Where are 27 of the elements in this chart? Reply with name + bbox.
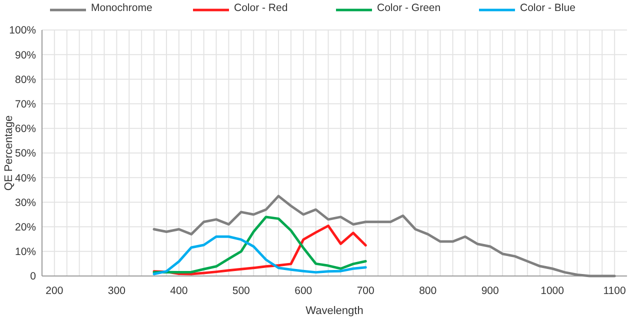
y-tick-label: 40% <box>14 172 36 184</box>
y-tick-label: 100% <box>9 24 36 37</box>
legend-label: Monochrome <box>91 2 152 14</box>
x-tick-label: 300 <box>108 285 126 297</box>
y-tick-label: 50% <box>14 148 36 160</box>
x-tick-label: 400 <box>170 285 188 297</box>
y-tick-label: 80% <box>14 74 36 86</box>
x-tick-label: 500 <box>232 285 250 297</box>
legend-label: Color - Blue <box>520 2 576 14</box>
y-tick-label: 60% <box>14 123 36 136</box>
x-tick-label: 200 <box>46 285 64 297</box>
x-tick-label: 1100 <box>603 285 626 297</box>
y-tick-label: 90% <box>14 49 36 62</box>
legend-label: Color - Red <box>234 2 288 14</box>
y-tick-label: 30% <box>14 196 36 209</box>
legend-label: Color - Green <box>377 2 441 14</box>
y-tick-label: 70% <box>14 98 36 110</box>
x-tick-label: 800 <box>419 285 437 297</box>
x-tick-label: 900 <box>481 285 499 297</box>
x-tick-label: 700 <box>356 285 375 297</box>
y-axis-title: QE Percentage <box>3 115 15 191</box>
x-axis-title: Wavelength <box>306 305 364 317</box>
y-tick-label: 0 <box>30 270 36 283</box>
y-tick-label: 10% <box>14 246 36 258</box>
y-tick-label: 20% <box>14 221 36 234</box>
x-tick-label: 1000 <box>540 285 564 297</box>
x-tick-label: 600 <box>294 285 312 297</box>
